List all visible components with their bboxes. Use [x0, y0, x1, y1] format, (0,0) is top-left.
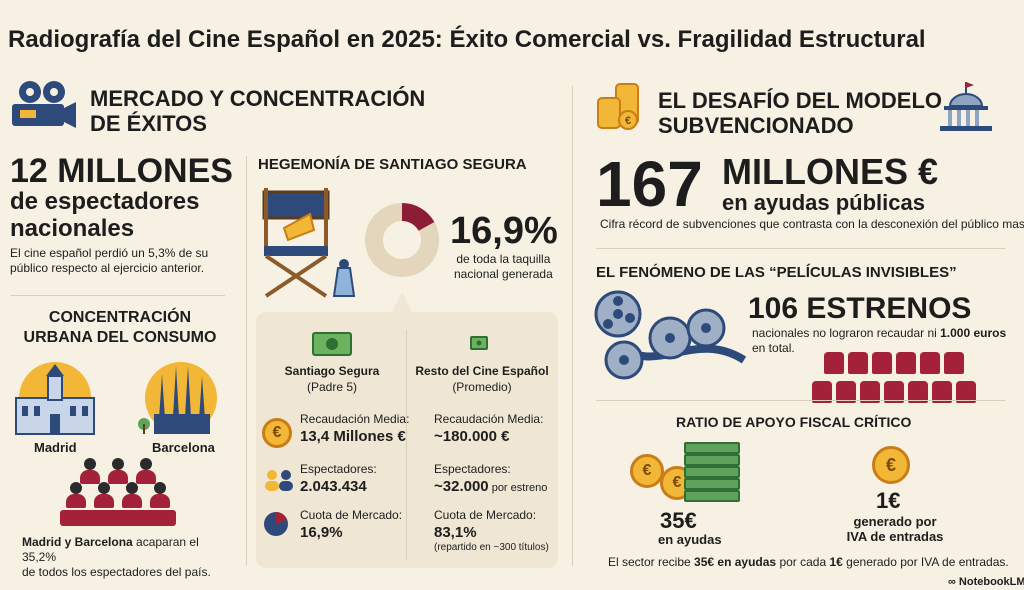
left-column-divider: [246, 156, 247, 566]
row-3-value-rest: 83,1%: [434, 524, 477, 541]
crowd-icon: [60, 456, 176, 528]
film-projector-icon: [12, 81, 76, 128]
ratio-left-figure: 35€: [660, 508, 697, 533]
coins-and-cash-icon: € €: [630, 440, 742, 502]
director-chair-icon: [262, 188, 356, 298]
people-icon: [265, 470, 293, 491]
right-column-divider: [572, 86, 573, 566]
brand-mark: ∞ NotebookLM: [948, 576, 1024, 588]
film-reels-icon: [594, 290, 747, 380]
premieres-figure: 106 ESTRENOS: [748, 292, 972, 325]
invisible-films-title: EL FENÓMENO DE LAS “PELÍCULAS INVISIBLES…: [596, 264, 957, 281]
row-2-value-segura: 2.043.434: [300, 478, 367, 495]
small-banknote-icon: [470, 336, 488, 350]
euro-coin-icon: €: [262, 418, 292, 448]
ratio-right-caption: generado por IVA de entradas: [846, 514, 944, 544]
ratio-right-figure: 1€: [876, 488, 901, 513]
row-3-label-rest: Cuota de Mercado:: [434, 508, 537, 522]
government-building-icon: [940, 82, 992, 131]
row-1-value-rest: ~180.000 €: [434, 428, 510, 445]
madrid-building-icon: [15, 362, 95, 435]
spectators-note: El cine español perdió un 5,3% de su púb…: [10, 246, 209, 275]
barcelona-church-icon: [138, 362, 217, 434]
subsidy-unit: MILLONES €: [722, 151, 939, 192]
ratio-left-caption: en ayudas: [658, 532, 722, 547]
col-title-rest: Resto del Cine Español: [415, 364, 549, 378]
urban-note: Madrid y Barcelona acaparan el 35,2% de …: [22, 535, 211, 579]
banknote-icon: [312, 332, 352, 356]
ratio-title: RATIO DE APOYO FISCAL CRÍTICO: [676, 414, 912, 430]
comparison-divider: [406, 330, 407, 560]
row-3-label-segura: Cuota de Mercado:: [300, 508, 403, 522]
urban-title: CONCENTRACIÓN URBANA DEL CONSUMO: [23, 309, 217, 346]
subsidy-number: 167: [596, 148, 703, 220]
coin-stack-icon: €: [597, 83, 639, 130]
premieres-note: nacionales no lograron recaudar ni 1.000…: [752, 326, 1007, 355]
city-label-barcelona: Barcelona: [152, 440, 215, 455]
row-2-value-rest: ~32.000 por estreno: [434, 478, 548, 495]
row-2-label-rest: Espectadores:: [434, 462, 511, 476]
single-euro-coin-icon: €: [872, 446, 910, 484]
comparison-panel: [256, 312, 558, 568]
subsidy-note: Cifra récord de subvenciones que contras…: [600, 217, 1024, 231]
callout-pointer: [392, 292, 412, 312]
subsidy-caption: en ayudas públicas: [722, 190, 925, 215]
pie-chart-icon: [264, 512, 288, 536]
city-label-madrid: Madrid: [34, 440, 77, 455]
row-1-value-segura: 13,4 Millones €: [300, 428, 406, 445]
row-1-label-segura: Recaudación Media:: [300, 412, 410, 426]
row-1-label-rest: Recaudación Media:: [434, 412, 544, 426]
row-3-value-segura: 16,9%: [300, 524, 343, 541]
market-section-title: MERCADO Y CONCENTRACIÓN DE ÉXITOS: [90, 86, 426, 136]
donut-slice-segura: [365, 203, 439, 277]
ratio-note: El sector recibe 35€ en ayudas por cada …: [608, 555, 1009, 569]
right-divider-1: [596, 248, 1006, 249]
subsidy-section-title: EL DESAFÍO DEL MODELO SUBVENCIONADO: [658, 88, 942, 138]
page-title: Radiografía del Cine Español en 2025: Éx…: [8, 26, 926, 53]
right-divider-2: [596, 400, 1006, 401]
left-divider: [10, 295, 225, 296]
hegemony-title: HEGEMONÍA DE SANTIAGO SEGURA: [258, 156, 527, 173]
segura-share-caption: de toda la taquilla nacional generada: [454, 252, 553, 281]
notebooklm-logo-icon: ∞: [948, 576, 956, 588]
row-3-extra-rest: (repartido en ~300 títulos): [434, 542, 549, 553]
spectators-caption: de espectadores nacionales: [10, 188, 200, 242]
col-sub-rest: (Promedio): [452, 380, 512, 394]
segura-share-percent: 16,9%: [450, 210, 558, 252]
col-sub-segura: (Padre 5): [306, 380, 358, 394]
market-share-donut: [365, 203, 439, 277]
spectators-figure: 12 MILLONES: [10, 152, 233, 190]
row-2-label-segura: Espectadores:: [300, 462, 377, 476]
col-title-segura: Santiago Segura: [284, 364, 380, 378]
empty-seats-icon: [812, 352, 996, 408]
svg-text:€: €: [625, 115, 631, 127]
